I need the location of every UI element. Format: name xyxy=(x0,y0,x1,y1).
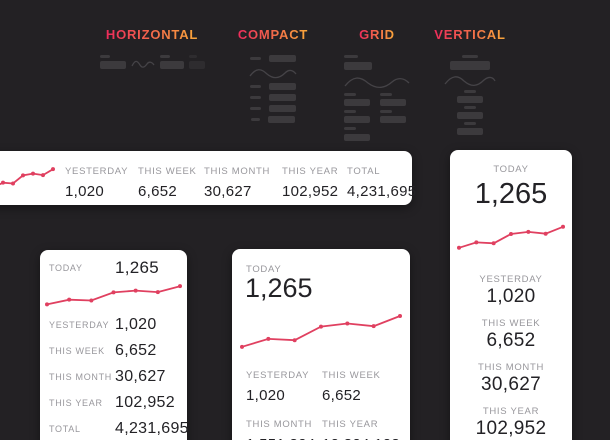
stat-label: THIS WEEK xyxy=(481,318,541,329)
grid-layout-icon xyxy=(344,55,410,141)
stat-value: 1,020 xyxy=(246,387,286,404)
stat-label: TOTAL xyxy=(49,424,81,434)
stat-label: THIS YEAR xyxy=(322,419,379,430)
stat-this-month: THIS MONTH 30,627 xyxy=(450,362,572,396)
nav-label-vertical: VERTICAL xyxy=(434,27,506,42)
stat-value: 102,952 xyxy=(115,394,175,411)
stat-this-year: THIS YEAR 102,952 xyxy=(282,161,338,200)
stat-label: THIS YEAR xyxy=(49,398,103,408)
stat-label: THIS YEAR xyxy=(482,406,540,417)
horizontal-layout-icon xyxy=(99,55,205,70)
stat-label: THIS WEEK xyxy=(138,166,197,177)
compact-stats-card: TODAY 1,265 YESTERDAY 1,020 THIS WEEK 6,… xyxy=(40,250,189,440)
stat-this-month: THIS MONTH 30,627 xyxy=(204,161,270,200)
stat-value: 1,020 xyxy=(65,183,105,200)
stat-value: 4,231,695 xyxy=(115,420,189,437)
stat-yesterday: YESTERDAY 1,020 xyxy=(40,312,187,338)
stat-this-month: THIS MONTH 1,551,324 xyxy=(246,414,322,440)
sparkline-chart xyxy=(457,224,565,250)
stat-yesterday: YESTERDAY 1,020 xyxy=(246,365,322,404)
stat-value: 6,652 xyxy=(138,183,178,200)
stat-value: 12,324,123 xyxy=(322,436,404,440)
stat-this-week: THIS WEEK 6,652 xyxy=(40,338,187,364)
nav-item-grid[interactable]: GRID xyxy=(344,27,410,141)
stat-label: TODAY xyxy=(49,263,83,273)
stat-value: 102,952 xyxy=(282,183,339,200)
stat-value: 30,627 xyxy=(481,374,541,395)
stat-label: THIS MONTH xyxy=(204,166,271,177)
stat-yesterday: YESTERDAY 1,020 xyxy=(450,274,572,308)
grid-stats-card: TODAY 1,265 YESTERDAY 1,020 THIS WEEK 6,… xyxy=(232,249,410,440)
stat-value: 1,020 xyxy=(115,316,157,333)
stat-this-week: THIS WEEK 6,652 xyxy=(322,365,404,404)
today-value: 1,265 xyxy=(245,273,313,303)
vertical-layout-icon xyxy=(444,55,496,135)
sparkline-chart xyxy=(240,314,402,349)
stat-total: TOTAL 4,231,695 xyxy=(40,416,189,440)
stat-value: 30,627 xyxy=(204,183,252,200)
nav-item-compact[interactable]: COMPACT xyxy=(237,27,309,123)
stat-this-year: THIS YEAR 12,324,123 xyxy=(322,414,404,440)
stat-label: THIS WEEK xyxy=(322,370,381,381)
horizontal-stats-card: YESTERDAY 1,020 THIS WEEK 6,652 THIS MON… xyxy=(0,151,416,205)
stat-value: 6,652 xyxy=(486,330,536,351)
nav-item-vertical[interactable]: VERTICAL xyxy=(434,27,506,135)
stat-this-month: THIS MONTH 30,627 xyxy=(40,364,187,390)
stat-value: 30,627 xyxy=(115,368,166,385)
vertical-stats-card: TODAY 1,265 YESTERDAY 1,020 THIS WEEK 6,… xyxy=(450,150,572,440)
stat-this-year: THIS YEAR 102,952 xyxy=(40,390,187,416)
stat-value: 6,652 xyxy=(115,342,157,359)
stat-value: 102,952 xyxy=(475,418,547,439)
nav-label-compact: COMPACT xyxy=(237,27,309,42)
stat-label: YESTERDAY xyxy=(65,166,129,177)
stat-label: YESTERDAY xyxy=(479,274,543,285)
stat-this-week: THIS WEEK 6,652 xyxy=(138,161,197,200)
stat-value: 4,231,695 xyxy=(347,183,417,200)
stat-value: 6,652 xyxy=(322,387,362,404)
sparkline-chart xyxy=(45,284,182,307)
nav-label-horizontal: HORIZONTAL xyxy=(105,27,199,42)
stat-this-week: THIS WEEK 6,652 xyxy=(450,318,572,352)
wave-icon xyxy=(344,77,410,89)
today-label: TODAY xyxy=(246,264,282,275)
stat-value: 1,020 xyxy=(486,286,536,307)
stat-label: YESTERDAY xyxy=(49,320,110,330)
wave-icon xyxy=(249,69,297,79)
stat-total: TOTAL 4,231,695 xyxy=(347,161,416,200)
nav-item-horizontal[interactable]: HORIZONTAL xyxy=(99,27,205,70)
stat-label: THIS YEAR xyxy=(282,166,339,177)
stat-label: YESTERDAY xyxy=(246,370,310,381)
stat-value: 1,265 xyxy=(115,258,160,277)
sparkline-chart xyxy=(0,167,55,186)
stat-today: TODAY 1,265 xyxy=(40,255,187,281)
today-label: TODAY xyxy=(493,164,529,175)
wave-icon xyxy=(444,76,496,87)
wave-icon xyxy=(130,60,155,68)
nav-label-grid: GRID xyxy=(359,27,395,42)
stat-yesterday: YESTERDAY 1,020 xyxy=(65,161,128,200)
stat-value: 1,551,324 xyxy=(246,436,322,440)
stat-label: TOTAL xyxy=(347,166,381,177)
stat-label: THIS MONTH xyxy=(246,419,313,430)
stat-this-year: THIS YEAR 102,952 xyxy=(450,406,572,440)
stat-label: THIS WEEK xyxy=(49,346,105,356)
stat-label: THIS MONTH xyxy=(477,362,545,373)
stat-label: THIS MONTH xyxy=(49,372,112,382)
today-value: 1,265 xyxy=(474,178,548,210)
compact-layout-icon xyxy=(249,55,297,123)
